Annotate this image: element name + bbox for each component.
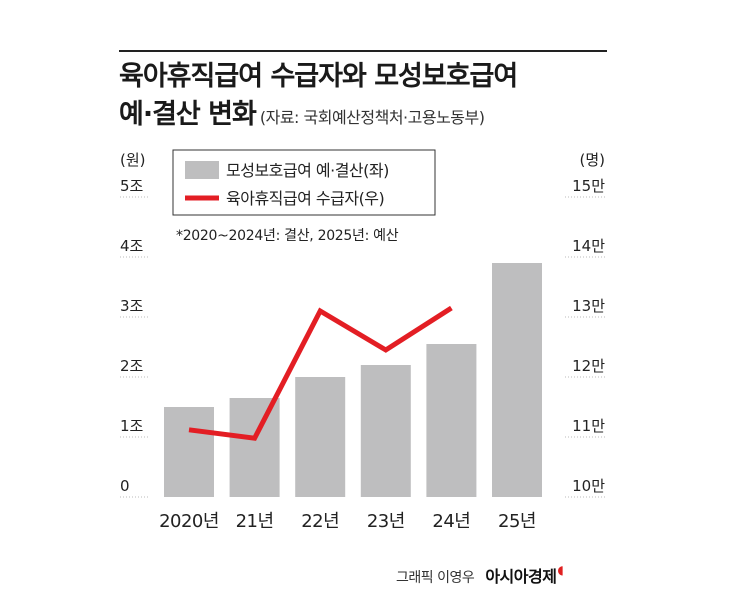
right-tick-label: 10만 — [572, 477, 605, 495]
graphic-credit: 그래픽 이영우 — [396, 570, 475, 586]
left-tick-label: 2조 — [120, 357, 144, 375]
x-tick-label: 2020년 — [159, 511, 219, 532]
right-tick-label: 15만 — [572, 177, 605, 195]
legend-label-line: 육아휴직급여 수급자(우) — [226, 189, 384, 208]
left-tick-label: 4조 — [120, 237, 144, 255]
right-axis-unit: (명) — [579, 151, 605, 169]
title-line-2: 예·결산 변화 — [119, 99, 257, 130]
x-tick-label: 23년 — [367, 511, 405, 532]
left-tick-label: 1조 — [120, 417, 144, 435]
right-tick-label: 11만 — [572, 417, 605, 435]
legend-swatch-bar — [185, 161, 219, 179]
chart-title: 육아휴직급여 수급자와 모성보호급여 예·결산 변화 (자료: 국회예산정책처·고… — [119, 58, 518, 137]
right-tick-label: 12만 — [572, 357, 605, 375]
bar — [492, 263, 542, 497]
right-tick-label: 13만 — [572, 297, 605, 315]
source-label: (자료: 국회예산정책처·고용노동부) — [259, 108, 485, 127]
x-tick-label: 24년 — [432, 511, 470, 532]
top-rule — [119, 50, 607, 52]
x-tick-label: 21년 — [236, 511, 274, 532]
x-tick-label: 25년 — [498, 511, 536, 532]
bar — [164, 407, 214, 497]
legend-label-bar: 모성보호급여 예·결산(좌) — [226, 161, 389, 180]
left-tick-label: 0 — [120, 477, 130, 495]
brand-mark-icon: ◖ — [557, 563, 564, 577]
left-axis-unit: (원) — [120, 151, 146, 169]
legend-box — [172, 149, 436, 216]
x-tick-label: 22년 — [301, 511, 339, 532]
chart-note: *2020~2024년: 결산, 2025년: 예산 — [176, 228, 399, 244]
bar — [295, 377, 346, 497]
title-line-2-wrap: 예·결산 변화 (자료: 국회예산정책처·고용노동부) — [119, 96, 517, 137]
left-tick-label: 5조 — [120, 177, 144, 195]
bar — [360, 365, 411, 497]
footer: 그래픽 이영우 아시아경제◖ — [396, 563, 564, 587]
title-line-1: 육아휴직급여 수급자와 모성보호급여 — [119, 61, 518, 92]
left-tick-label: 3조 — [120, 297, 144, 315]
bar — [229, 398, 280, 497]
bar — [426, 344, 477, 497]
right-tick-label: 14만 — [572, 237, 605, 255]
brand-logo: 아시아경제 — [485, 567, 557, 586]
